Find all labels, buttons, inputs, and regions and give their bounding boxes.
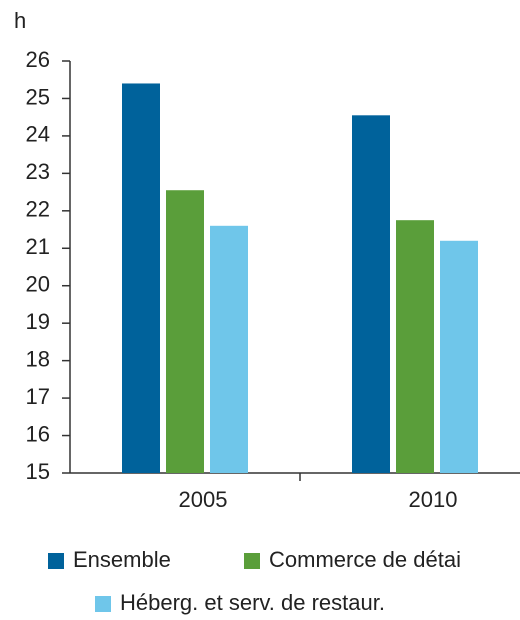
y-tick-label: 26 xyxy=(26,47,50,72)
bar xyxy=(166,190,204,473)
y-tick-label: 22 xyxy=(26,197,50,222)
y-tick-label: 25 xyxy=(26,84,50,109)
bar xyxy=(396,220,434,473)
y-tick-label: 15 xyxy=(26,459,50,484)
y-tick-label: 16 xyxy=(26,421,50,446)
legend-label: Commerce de détai xyxy=(269,547,461,572)
legend-swatch xyxy=(48,553,64,569)
bar xyxy=(352,115,390,474)
y-tick-label: 24 xyxy=(26,122,50,147)
y-axis-label: h xyxy=(14,8,26,33)
x-tick-label: 2010 xyxy=(409,487,458,512)
legend-swatch xyxy=(95,596,111,612)
y-tick-label: 20 xyxy=(26,272,50,297)
y-tick-label: 17 xyxy=(26,384,50,409)
bar xyxy=(122,83,160,474)
y-tick-label: 23 xyxy=(26,159,50,184)
bar xyxy=(210,225,248,473)
y-tick-label: 21 xyxy=(26,234,50,259)
bar xyxy=(440,240,478,473)
x-tick-label: 2005 xyxy=(179,487,228,512)
legend-swatch xyxy=(244,553,260,569)
legend-label: Héberg. et serv. de restaur. xyxy=(120,590,385,615)
legend-label: Ensemble xyxy=(73,547,171,572)
y-tick-label: 18 xyxy=(26,346,50,371)
y-tick-label: 19 xyxy=(26,309,50,334)
